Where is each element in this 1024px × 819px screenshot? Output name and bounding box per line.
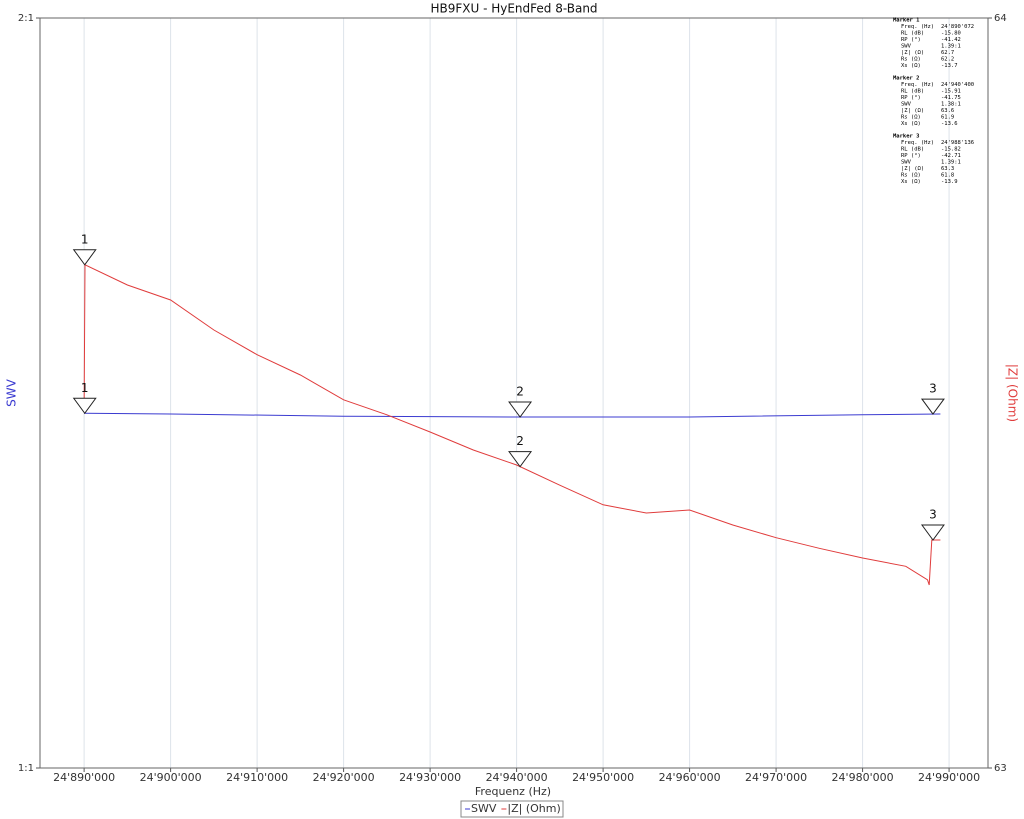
marker-label: 3 xyxy=(929,382,937,396)
marker-label: 2 xyxy=(516,385,524,399)
legend-label: |Z| (Ohm) xyxy=(507,802,560,815)
x-tick-label: 24'930'000 xyxy=(399,771,461,784)
marker-label: 3 xyxy=(929,508,937,522)
marker-table-value: 63.6 xyxy=(941,108,954,114)
x-tick-label: 24'970'000 xyxy=(745,771,807,784)
data-line xyxy=(84,412,941,418)
marker-table-value: -13.7 xyxy=(941,63,958,69)
y2-axis-label: |Z| (Ohm) xyxy=(1006,364,1020,422)
legend-label: SWV xyxy=(471,802,497,815)
y-tick-label: 1:1 xyxy=(18,763,34,774)
marker-table-title: Marker 3 xyxy=(893,134,920,140)
marker-table-title: Marker 1 xyxy=(893,18,920,24)
x-tick-label: 24'960'000 xyxy=(659,771,721,784)
marker-table-key: SWV xyxy=(901,102,912,108)
marker-table-key: Xs (Ω) xyxy=(901,179,921,185)
plot-frame xyxy=(39,17,989,769)
marker-table-key: Freq. (Hz) xyxy=(901,140,934,146)
x-tick-label: 24'890'000 xyxy=(53,771,115,784)
marker-label: 1 xyxy=(81,232,89,246)
marker-table-value: -13.9 xyxy=(941,179,958,185)
legend-box xyxy=(460,800,564,818)
marker-table-key: |Z| (Ω) xyxy=(901,166,924,172)
marker-table-value: 1.39:1 xyxy=(941,160,961,166)
legend: SWV |Z| (Ohm) xyxy=(460,800,564,818)
marker-table-value: -41.42 xyxy=(941,37,961,43)
y2-tick-label: 64 xyxy=(994,13,1007,24)
marker-table-key: Rs (Ω) xyxy=(901,57,921,63)
marker-table-value: 63.3 xyxy=(941,166,954,172)
marker-table-value: 62.7 xyxy=(941,50,954,56)
x-tick-label: 24'920'000 xyxy=(313,771,375,784)
marker-table-value: -41.75 xyxy=(941,95,961,101)
marker-triangle xyxy=(508,451,533,468)
marker-table-value: -15.80 xyxy=(941,31,961,37)
marker-triangle xyxy=(920,524,945,541)
marker-table-value: 62.2 xyxy=(941,57,954,63)
chart-title: HB9FXU - HyEndFed 8-Band xyxy=(430,2,597,16)
data-line xyxy=(83,264,941,586)
marker-triangle xyxy=(72,397,97,415)
marker-triangle xyxy=(72,249,97,266)
x-tick-label: 24'990'000 xyxy=(918,771,980,784)
marker-table-value: -15.82 xyxy=(941,147,961,153)
marker-label: 2 xyxy=(516,434,524,448)
marker-table-key: SWV xyxy=(901,44,912,50)
marker-table-value: 61.9 xyxy=(941,115,954,121)
marker-table-value: -42.71 xyxy=(941,153,961,159)
marker-table-value: 24'940'400 xyxy=(941,82,974,88)
marker-table-key: |Z| (Ω) xyxy=(901,108,924,114)
marker-table-key: RL (dB) xyxy=(901,147,924,153)
marker-table-value: -13.6 xyxy=(941,121,958,127)
marker-table-key: Rs (Ω) xyxy=(901,173,921,179)
marker-triangle xyxy=(920,398,945,415)
marker-table-key: |Z| (Ω) xyxy=(901,50,924,56)
marker-table-key: Xs (Ω) xyxy=(901,121,921,127)
x-tick-label: 24'900'000 xyxy=(140,771,202,784)
x-tick-label: 24'910'000 xyxy=(226,771,288,784)
marker-table-key: RP (°) xyxy=(901,153,921,159)
x-tick-label: 24'950'000 xyxy=(572,771,634,784)
marker-table-value: -15.91 xyxy=(941,89,961,95)
y-tick-label: 2:1 xyxy=(18,13,34,24)
marker-table-key: Freq. (Hz) xyxy=(901,24,934,30)
y-axis-label: SWV xyxy=(5,378,19,406)
marker-table-key: RP (°) xyxy=(901,37,921,43)
marker-table-key: Freq. (Hz) xyxy=(901,82,934,88)
marker-table-value: 61.8 xyxy=(941,173,954,179)
x-axis-label: Frequenz (Hz) xyxy=(475,785,551,798)
marker-table-key: RP (°) xyxy=(901,95,921,101)
marker-table-key: SWV xyxy=(901,160,912,166)
x-tick-label: 24'980'000 xyxy=(832,771,894,784)
marker-table-value: 24'988'136 xyxy=(941,140,974,146)
y2-tick-label: 63 xyxy=(994,763,1007,774)
marker-table-title: Marker 2 xyxy=(893,76,920,82)
marker-table-key: Rs (Ω) xyxy=(901,115,921,121)
marker-table-value: 24'890'072 xyxy=(941,24,974,30)
marker-table-value: 1.38:1 xyxy=(941,102,961,108)
marker-table-value: 1.39:1 xyxy=(941,44,961,50)
marker-table-key: Xs (Ω) xyxy=(901,63,921,69)
x-tick-label: 24'940'000 xyxy=(486,771,548,784)
marker-label: 1 xyxy=(81,381,89,395)
marker-table-key: RL (dB) xyxy=(901,89,924,95)
marker-table-key: RL (dB) xyxy=(901,31,924,37)
marker-triangle xyxy=(508,401,533,418)
